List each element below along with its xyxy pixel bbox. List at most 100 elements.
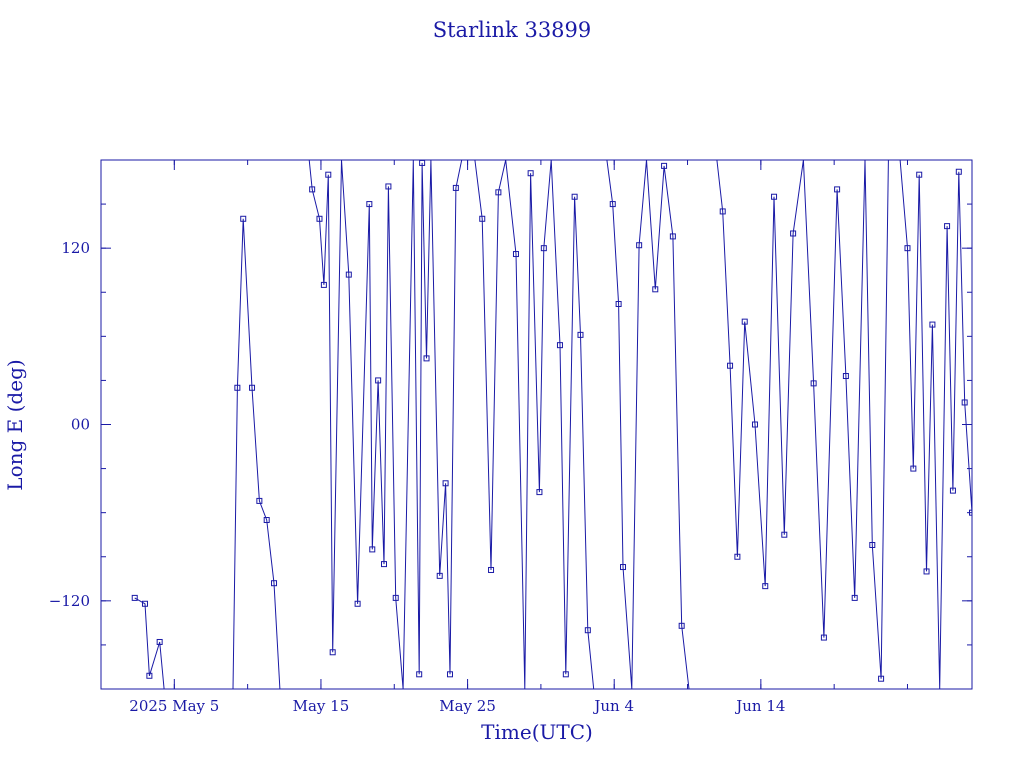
data-point [661, 162, 668, 169]
data-point [446, 671, 453, 678]
data-point [479, 215, 486, 222]
data-point [669, 233, 676, 240]
data-point [556, 342, 563, 349]
data-point [842, 373, 849, 380]
series-group [131, 160, 972, 689]
series-line [716, 160, 889, 679]
series-line [134, 597, 165, 689]
data-point [949, 487, 956, 494]
data-point [416, 671, 423, 678]
data-point [944, 223, 951, 230]
data-point [325, 171, 332, 178]
data-point [719, 208, 726, 215]
data-point [240, 215, 247, 222]
data-point [495, 189, 502, 196]
data-point [851, 594, 858, 601]
data-point [734, 553, 741, 560]
data-point [156, 638, 163, 645]
data-point [916, 171, 923, 178]
data-point [969, 509, 972, 516]
data-point [488, 566, 495, 573]
data-point [309, 186, 316, 193]
data-point [442, 480, 449, 487]
data-point [762, 583, 769, 590]
y-tick-label: 120 [61, 239, 90, 257]
data-point [512, 251, 519, 258]
data-point [329, 649, 336, 656]
major-ticks [101, 160, 972, 689]
x-tick-label: Jun 14 [734, 697, 785, 715]
data-point [375, 377, 382, 384]
data-point [141, 600, 148, 607]
data-point [678, 622, 685, 629]
data-point [345, 271, 352, 278]
x-axis-label: Time(UTC) [481, 720, 593, 744]
data-point [741, 318, 748, 325]
data-point [615, 301, 622, 308]
data-point [878, 675, 885, 682]
data-point [436, 572, 443, 579]
data-point [609, 201, 616, 208]
data-point [910, 465, 917, 472]
data-point [392, 594, 399, 601]
plot-frame [100, 159, 973, 690]
series-line [606, 160, 690, 689]
data-point [452, 184, 459, 191]
data-point [961, 399, 968, 406]
data-point [381, 561, 388, 568]
y-axis-label: Long E (deg) [3, 359, 27, 490]
series-line [232, 218, 281, 689]
data-point [790, 230, 797, 237]
data-point [131, 594, 138, 601]
series-line [308, 160, 463, 689]
data-point [423, 355, 430, 362]
tick-labels: 2025 May 5 May 15 May 25 Jun 4 Jun 14 −120 00 1… [49, 239, 786, 715]
data-point [955, 168, 962, 175]
data-point [536, 489, 543, 496]
data-point [369, 546, 376, 553]
data-point [923, 568, 930, 575]
data-point [929, 321, 936, 328]
data-point [571, 193, 578, 200]
data-point [354, 600, 361, 607]
data-point [146, 672, 153, 679]
data-point [366, 201, 373, 208]
data-point [385, 183, 392, 190]
x-tick-label: May 15 [293, 697, 350, 715]
data-point [249, 384, 256, 391]
data-point [263, 517, 270, 524]
data-point [834, 186, 841, 193]
series-line [899, 160, 972, 689]
series-line [474, 160, 595, 689]
data-point [540, 245, 547, 252]
data-point [320, 281, 327, 288]
x-tick-label: 2025 May 5 [129, 697, 219, 715]
data-point [727, 362, 734, 369]
data-point [527, 170, 534, 177]
data-point [652, 286, 659, 293]
data-point [256, 497, 263, 504]
x-tick-label: Jun 4 [592, 697, 634, 715]
y-tick-label: 00 [71, 416, 90, 434]
data-point [419, 160, 426, 166]
y-tick-label: −120 [49, 592, 90, 610]
data-point [562, 671, 569, 678]
data-point [904, 245, 911, 252]
data-point [810, 380, 817, 387]
data-point [636, 242, 643, 249]
data-point [577, 331, 584, 338]
x-tick-label: May 25 [439, 697, 496, 715]
data-point [316, 215, 323, 222]
chart-title: Starlink 33899 [433, 18, 592, 42]
minor-ticks [100, 159, 972, 690]
data-point [271, 580, 278, 587]
data-point [820, 634, 827, 641]
data-point [869, 541, 876, 548]
data-point [781, 531, 788, 538]
data-point [751, 421, 758, 428]
data-point [234, 384, 241, 391]
data-point [620, 564, 627, 571]
data-point [584, 627, 591, 634]
data-point [771, 193, 778, 200]
